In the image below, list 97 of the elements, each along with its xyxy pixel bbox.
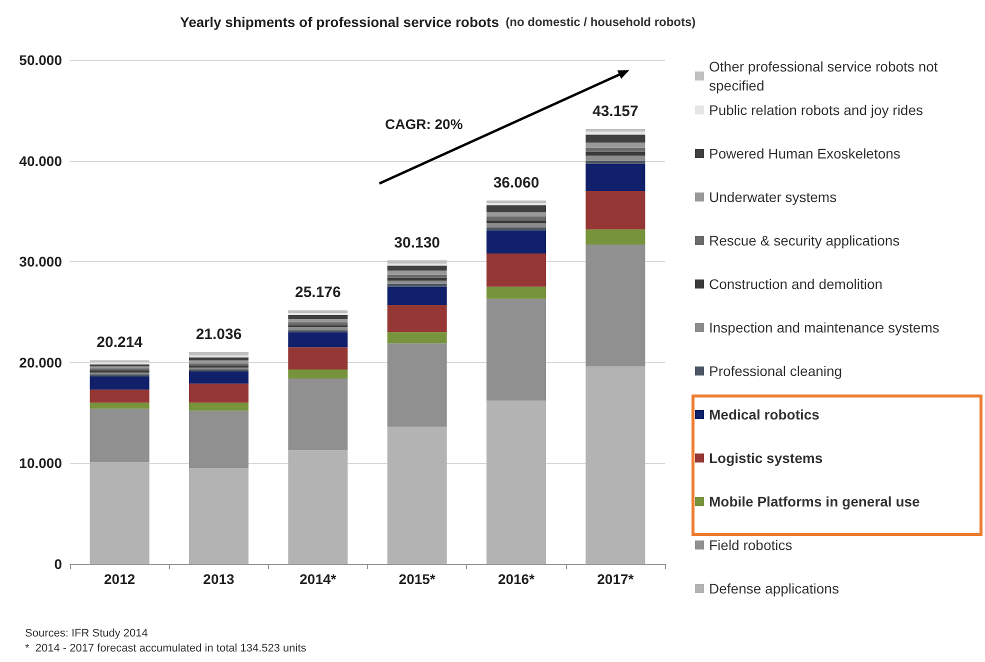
bar <box>288 378 348 450</box>
bar <box>387 426 447 564</box>
bar <box>288 347 348 370</box>
bar <box>90 408 150 462</box>
x-tick-label: 2016* <box>498 571 536 587</box>
total-label: 20.214 <box>96 334 144 352</box>
bar <box>486 216 546 220</box>
bar <box>586 366 646 564</box>
bar <box>189 410 248 468</box>
x-tick-label: 2014* <box>300 571 337 587</box>
bar <box>288 369 348 379</box>
bar <box>586 244 646 366</box>
bar <box>189 371 248 384</box>
bar <box>486 200 546 204</box>
bar <box>387 260 447 264</box>
total-label: 36.060 <box>493 174 540 192</box>
bar <box>586 128 646 132</box>
legend-label: Rescue & security applications <box>709 232 900 248</box>
x-tick-label: 2015* <box>398 571 436 587</box>
bar <box>486 227 546 230</box>
bar <box>486 212 546 216</box>
bar <box>387 332 447 344</box>
chart-title: Yearly shipments of professional service robots <box>180 14 500 30</box>
bar <box>387 280 447 284</box>
bar <box>387 274 447 278</box>
y-tick-label: 0 <box>54 556 62 572</box>
bar <box>189 360 248 364</box>
bar <box>288 322 348 326</box>
bar <box>189 402 248 411</box>
legend-label: Mobile Platforms in general use <box>709 494 920 510</box>
bar <box>586 134 646 143</box>
bar <box>90 462 150 564</box>
bar <box>486 298 546 401</box>
bar <box>288 450 348 564</box>
bar <box>387 343 447 427</box>
bar <box>387 266 447 271</box>
bar <box>90 374 150 377</box>
y-tick-label: 10.000 <box>19 455 62 472</box>
bar <box>486 286 546 299</box>
total-label: 21.036 <box>196 326 242 343</box>
bar <box>189 468 248 564</box>
bar <box>288 327 348 330</box>
y-tick-label: 50.000 <box>19 52 62 68</box>
bar <box>189 384 248 403</box>
legend-label: Logistic systems <box>709 450 823 466</box>
legend-label: Medical robotics <box>709 406 820 422</box>
bar <box>387 270 447 275</box>
total-label: 25.176 <box>294 284 341 302</box>
bar <box>486 223 546 228</box>
bar <box>486 220 546 224</box>
legend-label: Professional cleaning <box>709 363 842 379</box>
source-note: Sources: IFR Study 2014 <box>25 628 148 640</box>
bar <box>90 376 150 390</box>
bar <box>586 142 646 148</box>
bar <box>586 156 646 161</box>
bar <box>387 284 447 287</box>
bar <box>189 352 248 356</box>
legend-label: Construction and demolition <box>709 276 883 292</box>
y-tick-label: 40.000 <box>19 152 62 169</box>
bar <box>586 191 646 230</box>
bar <box>288 310 348 314</box>
x-tick-label: 2013 <box>203 571 235 587</box>
y-tick-label: 20.000 <box>19 354 62 370</box>
bar <box>486 230 546 254</box>
chart-subtitle: (no domestic / household robots) <box>499 15 696 29</box>
text: * 2014 - 2017 forecast accumulated in total 134.523 units <box>25 642 307 654</box>
bar <box>486 254 546 287</box>
legend-label: Underwater systems <box>709 189 837 205</box>
bar <box>288 319 348 322</box>
bar <box>486 205 546 212</box>
bar <box>586 152 646 156</box>
bar <box>486 400 546 564</box>
bar <box>586 164 646 192</box>
x-tick-label: 2012 <box>104 571 136 587</box>
legend-label: Defense applications <box>709 580 839 596</box>
y-tick-label: 30.000 <box>19 254 62 270</box>
total-label: 30.130 <box>394 234 440 252</box>
bar <box>586 160 646 164</box>
total-label: 43.157 <box>592 102 638 120</box>
legend-label: Public relation robots and joy rides <box>709 102 924 118</box>
bar <box>586 229 646 244</box>
legend-label: Field robotics <box>709 537 792 553</box>
bar <box>90 390 150 403</box>
bar <box>90 402 150 409</box>
bar <box>288 332 348 348</box>
annotation: CAGR: 20% <box>385 116 464 132</box>
bar <box>387 278 447 281</box>
legend-label: Powered Human Exoskeletons <box>709 146 900 162</box>
legend-label: Other professional service robots not specified <box>709 58 942 94</box>
x-tick-label: 2017* <box>597 571 634 587</box>
bar <box>586 132 646 135</box>
bar <box>586 148 646 152</box>
bar <box>288 315 348 320</box>
bar <box>387 286 447 305</box>
bar <box>387 304 447 332</box>
bar <box>189 357 248 360</box>
legend-label: Inspection and maintenance systems <box>709 320 940 336</box>
